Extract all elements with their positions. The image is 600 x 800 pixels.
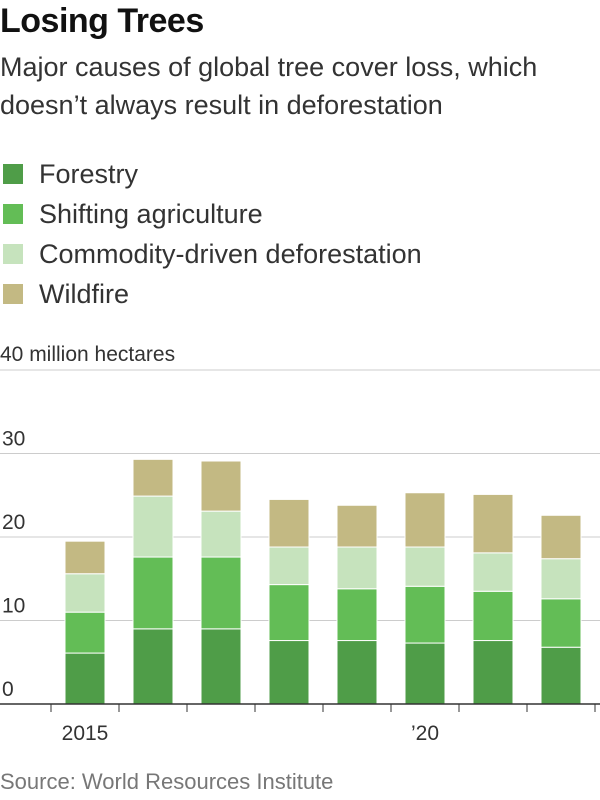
bar-2021-wildfire (472, 493, 514, 554)
bar-2019-wildfire (336, 504, 378, 548)
legend-item-shifting-agriculture: Shifting agriculture (3, 194, 422, 234)
legend-label-commodity: Commodity-driven deforestation (39, 238, 422, 269)
bar-2018-commodity-driven-deforestation (268, 546, 310, 586)
y-axis-unit-label: 40 million hectares (0, 343, 176, 366)
legend-item-forestry: Forestry (3, 154, 422, 194)
bar-2016-wildfire (132, 458, 174, 497)
legend-label-shifting-agriculture: Shifting agriculture (39, 198, 263, 229)
bar-2016-forestry (132, 628, 174, 705)
bar-2017-commodity-driven-deforestation (200, 510, 242, 558)
bar-2016-commodity-driven-deforestation (132, 495, 174, 558)
legend-item-wildfire: Wildfire (3, 274, 422, 314)
bar-2015-wildfire (64, 540, 106, 575)
legend-swatch-wildfire (3, 284, 23, 304)
bar-2020-shifting-agriculture (404, 585, 446, 644)
bar-2017-wildfire (200, 460, 242, 512)
bar-2019-shifting-agriculture (336, 588, 378, 642)
y-tick-label-20: 20 (2, 511, 25, 534)
bar-2022-forestry (540, 646, 582, 705)
legend-label-wildfire: Wildfire (39, 278, 130, 309)
legend-swatch-commodity (3, 244, 23, 264)
bar-2022-shifting-agriculture (540, 598, 582, 648)
legend-swatch-shifting-agriculture (3, 204, 23, 224)
y-tick-label-30: 30 (2, 428, 25, 451)
bar-2016-shifting-agriculture (132, 556, 174, 630)
legend: Forestry Shifting agriculture Commodity-… (3, 154, 422, 314)
bar-2021-commodity-driven-deforestation (472, 552, 514, 592)
bar-2017-shifting-agriculture (200, 556, 242, 630)
chart-subtitle: Major causes of global tree cover loss, … (0, 52, 538, 120)
bar-2019-commodity-driven-deforestation (336, 546, 378, 590)
y-tick-label-0: 0 (2, 678, 14, 701)
bar-2018-wildfire (268, 498, 310, 548)
bar-2022-wildfire (540, 514, 582, 560)
bar-2015-forestry (64, 652, 106, 705)
legend-item-commodity: Commodity-driven deforestation (3, 234, 422, 274)
x-tick-label-2015: 2015 (62, 722, 109, 745)
bar-2020-commodity-driven-deforestation (404, 546, 446, 587)
bar-2019-forestry (336, 640, 378, 705)
bar-2015-commodity-driven-deforestation (64, 573, 106, 613)
stacked-bar-chart: 0 10 20 30 2015 ’20 (0, 369, 600, 745)
bar-2021-shifting-agriculture (472, 590, 514, 642)
bar-2020-forestry (404, 642, 446, 705)
source-note: Source: World Resources Institute (0, 769, 334, 794)
bar-2018-shifting-agriculture (268, 584, 310, 642)
x-tick-label-2020: ’20 (411, 722, 439, 745)
chart-title: Losing Trees (0, 2, 204, 40)
bar-2022-commodity-driven-deforestation (540, 558, 582, 600)
bar-2017-forestry (200, 628, 242, 705)
bar-2021-forestry (472, 640, 514, 705)
legend-label-forestry: Forestry (39, 158, 139, 189)
bar-2018-forestry (268, 640, 310, 705)
legend-swatch-forestry (3, 164, 23, 184)
bar-2020-wildfire (404, 492, 446, 548)
bar-2015-shifting-agriculture (64, 611, 106, 654)
y-tick-label-10: 10 (2, 595, 25, 618)
